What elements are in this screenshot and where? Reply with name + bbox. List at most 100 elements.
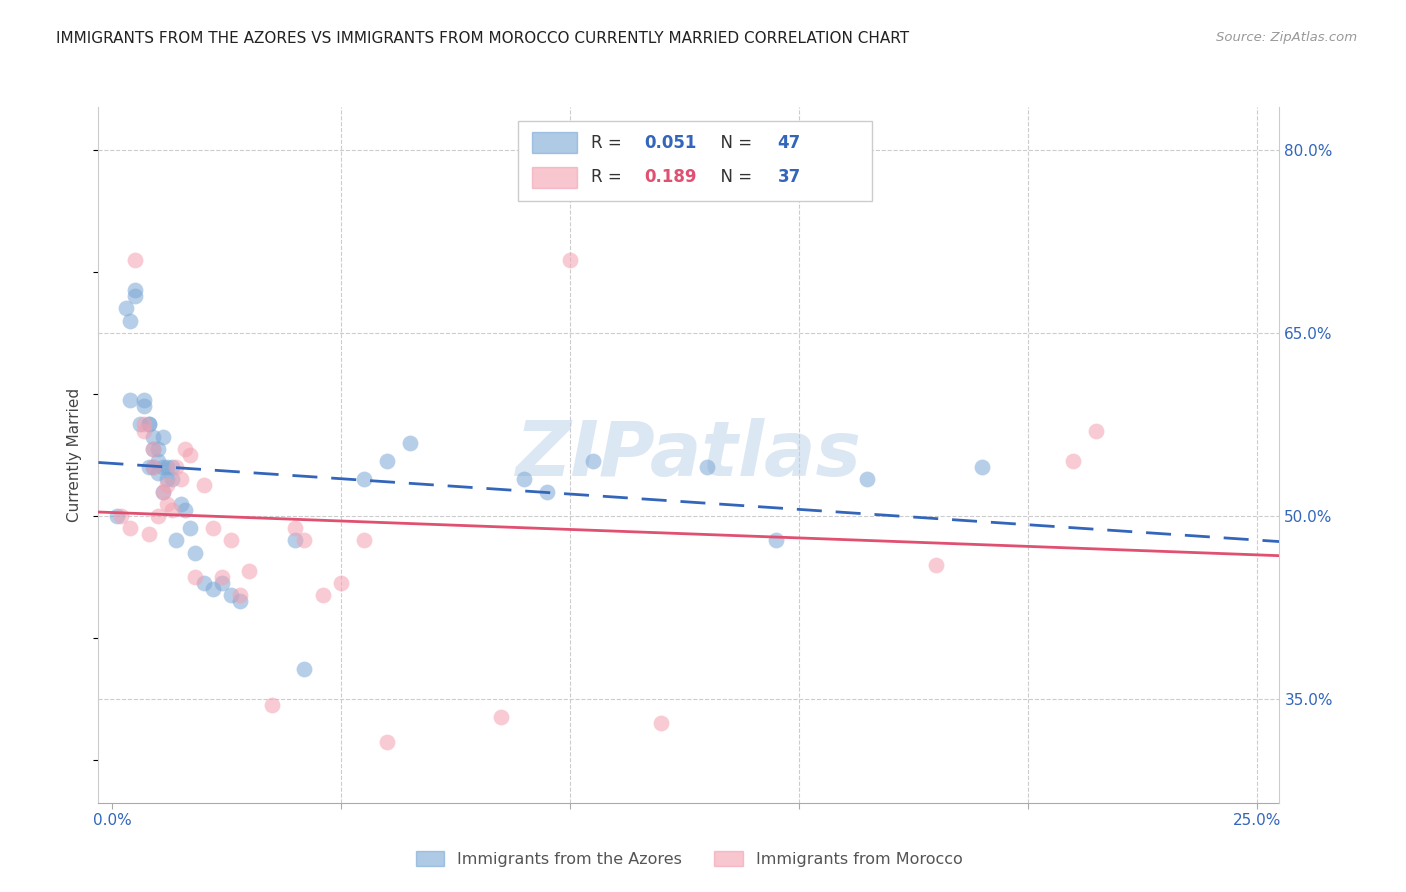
Point xyxy=(536,484,558,499)
Text: R =: R = xyxy=(591,134,627,152)
Point xyxy=(128,417,150,432)
Point xyxy=(925,558,948,572)
Point xyxy=(152,484,174,499)
Point xyxy=(201,582,224,597)
Point xyxy=(211,570,233,584)
Point xyxy=(105,508,128,523)
Point xyxy=(294,661,316,675)
Point xyxy=(398,435,420,450)
Point xyxy=(179,448,201,462)
Point xyxy=(142,429,165,443)
Point xyxy=(193,478,215,492)
Point xyxy=(229,594,252,608)
Point xyxy=(156,460,179,475)
Point xyxy=(142,442,165,456)
Point xyxy=(120,521,142,535)
Point xyxy=(582,454,605,468)
Point xyxy=(262,698,284,713)
Point xyxy=(138,527,160,541)
Point xyxy=(124,252,146,267)
Point xyxy=(156,472,179,486)
Point xyxy=(120,313,142,327)
Point xyxy=(165,533,187,548)
Point xyxy=(146,454,169,468)
Point xyxy=(134,392,156,407)
Text: 37: 37 xyxy=(778,169,801,186)
Point xyxy=(156,478,179,492)
Y-axis label: Currently Married: Currently Married xyxy=(67,388,83,522)
Point xyxy=(152,429,174,443)
Point xyxy=(330,576,353,591)
Point xyxy=(124,289,146,303)
Point xyxy=(174,503,197,517)
Point xyxy=(558,252,581,267)
Point xyxy=(170,497,193,511)
FancyBboxPatch shape xyxy=(517,121,872,201)
Legend: Immigrants from the Azores, Immigrants from Morocco: Immigrants from the Azores, Immigrants f… xyxy=(408,843,970,875)
Point xyxy=(375,735,398,749)
Point xyxy=(152,484,174,499)
Point xyxy=(375,454,398,468)
Point xyxy=(353,533,375,548)
Text: 47: 47 xyxy=(778,134,801,152)
Point xyxy=(211,576,233,591)
Point xyxy=(238,564,260,578)
Point xyxy=(183,570,205,584)
Point xyxy=(312,588,335,602)
Point xyxy=(110,508,132,523)
Text: Source: ZipAtlas.com: Source: ZipAtlas.com xyxy=(1216,31,1357,45)
Point xyxy=(1085,424,1108,438)
Point xyxy=(193,576,215,591)
Point xyxy=(134,424,156,438)
Text: R =: R = xyxy=(591,169,627,186)
Point xyxy=(229,588,252,602)
Point xyxy=(146,442,169,456)
Point xyxy=(142,442,165,456)
Point xyxy=(160,503,183,517)
Point xyxy=(138,460,160,475)
Text: N =: N = xyxy=(710,169,758,186)
Point xyxy=(970,460,993,475)
Point xyxy=(174,442,197,456)
Point xyxy=(219,533,242,548)
Point xyxy=(134,417,156,432)
Point xyxy=(170,472,193,486)
Text: N =: N = xyxy=(710,134,758,152)
Point xyxy=(152,460,174,475)
Point xyxy=(146,508,169,523)
Point xyxy=(353,472,375,486)
Point xyxy=(765,533,787,548)
Bar xyxy=(531,167,576,187)
Point xyxy=(138,417,160,432)
Point xyxy=(650,716,672,731)
Point xyxy=(284,533,307,548)
Point xyxy=(696,460,718,475)
Point xyxy=(142,460,165,475)
Text: IMMIGRANTS FROM THE AZORES VS IMMIGRANTS FROM MOROCCO CURRENTLY MARRIED CORRELAT: IMMIGRANTS FROM THE AZORES VS IMMIGRANTS… xyxy=(56,31,910,46)
Point xyxy=(201,521,224,535)
Point xyxy=(142,460,165,475)
Point xyxy=(491,710,513,724)
Point xyxy=(160,460,183,475)
Point xyxy=(160,472,183,486)
Point xyxy=(1062,454,1084,468)
Bar xyxy=(531,132,576,153)
Point xyxy=(124,283,146,297)
Point xyxy=(856,472,879,486)
Point xyxy=(513,472,536,486)
Text: 0.189: 0.189 xyxy=(644,169,696,186)
Point xyxy=(120,392,142,407)
Point xyxy=(134,399,156,413)
Point xyxy=(156,497,179,511)
Point xyxy=(294,533,316,548)
Point xyxy=(183,545,205,559)
Point xyxy=(115,301,138,316)
Point xyxy=(179,521,201,535)
Text: 0.051: 0.051 xyxy=(644,134,696,152)
Point xyxy=(165,460,187,475)
Point xyxy=(146,467,169,481)
Point xyxy=(219,588,242,602)
Text: ZIPatlas: ZIPatlas xyxy=(516,418,862,491)
Point xyxy=(284,521,307,535)
Point xyxy=(138,417,160,432)
